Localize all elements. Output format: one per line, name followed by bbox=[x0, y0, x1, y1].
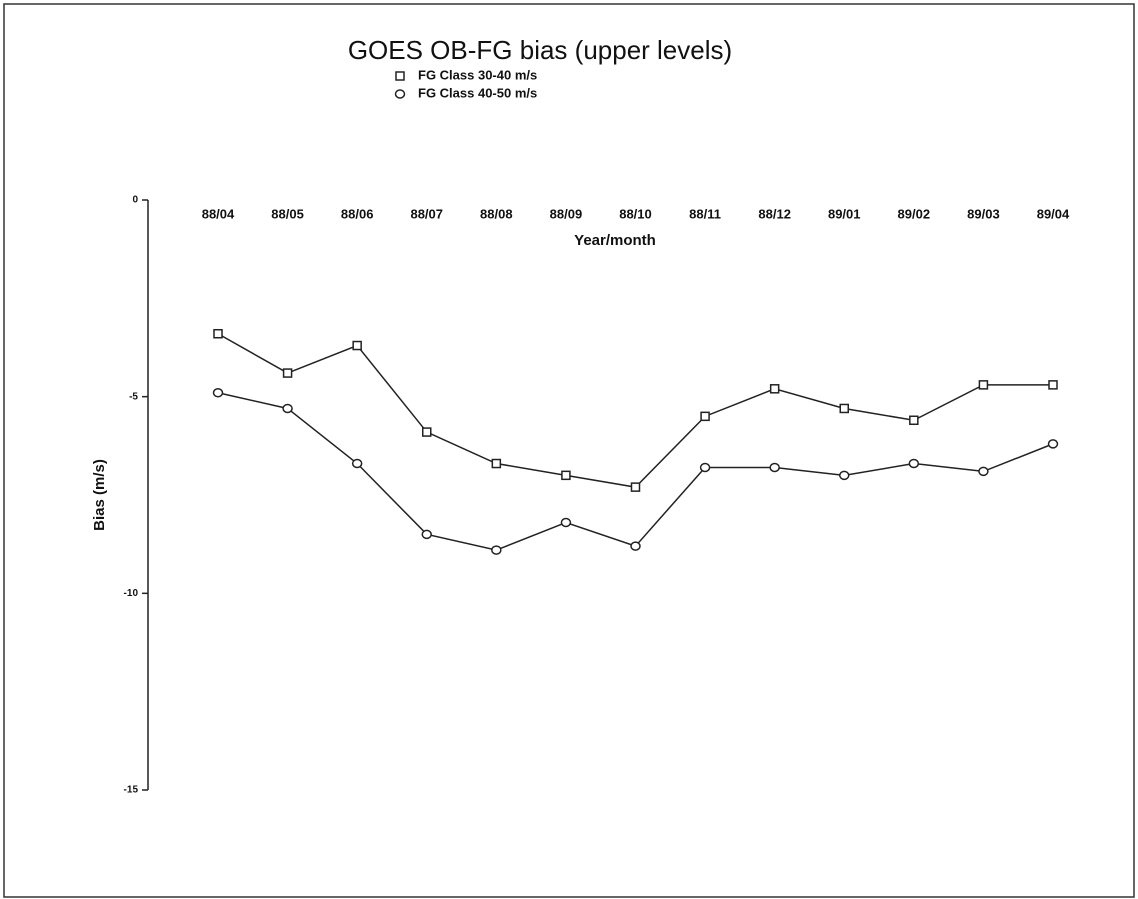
point bbox=[839, 403, 849, 414]
x-tick-label: 88/07 bbox=[410, 206, 443, 221]
x-tick-label: 88/05 bbox=[271, 206, 304, 221]
point bbox=[630, 482, 641, 492]
point bbox=[421, 529, 432, 540]
point bbox=[909, 415, 919, 426]
point bbox=[978, 380, 989, 390]
y-tick-label: -10 bbox=[124, 588, 139, 599]
point bbox=[213, 328, 223, 339]
point bbox=[282, 368, 293, 378]
point bbox=[212, 387, 224, 398]
point bbox=[769, 462, 780, 473]
y-tick-label: -15 bbox=[124, 785, 139, 796]
point bbox=[1047, 439, 1059, 449]
point bbox=[839, 470, 850, 481]
point bbox=[561, 470, 571, 481]
y-tick-label: -5 bbox=[129, 391, 138, 402]
series-line bbox=[217, 333, 1053, 488]
x-tick-label: 89/01 bbox=[828, 206, 861, 221]
point bbox=[351, 458, 363, 469]
point bbox=[352, 340, 362, 351]
legend-label: FG Class 30-40 m/s bbox=[418, 67, 537, 82]
frame bbox=[3, 3, 1135, 898]
y-axis-label: Bias (m/s) bbox=[91, 459, 108, 531]
point bbox=[978, 466, 989, 477]
point bbox=[282, 403, 293, 414]
point bbox=[422, 427, 432, 437]
point bbox=[491, 545, 502, 555]
point bbox=[491, 458, 502, 469]
point bbox=[560, 517, 572, 528]
chart-title: GOES OB-FG bias (upper levels) bbox=[348, 35, 732, 65]
point bbox=[700, 411, 710, 422]
x-tick-label: 88/08 bbox=[480, 206, 513, 221]
point bbox=[630, 541, 641, 551]
x-tick-label: 88/04 bbox=[202, 206, 235, 221]
x-tick-label: 88/12 bbox=[758, 206, 791, 221]
x-tick-label: 89/02 bbox=[898, 206, 931, 221]
legend-marker bbox=[394, 89, 406, 99]
point bbox=[1048, 380, 1058, 390]
x-tick-label: 88/06 bbox=[341, 206, 374, 221]
x-tick-label: 88/11 bbox=[689, 206, 721, 221]
x-tick-label: 89/04 bbox=[1037, 206, 1070, 221]
point bbox=[908, 458, 920, 469]
x-tick-label: 88/09 bbox=[550, 206, 583, 221]
y-tick-label: 0 bbox=[132, 195, 138, 206]
point bbox=[699, 462, 711, 473]
legend-marker bbox=[395, 71, 405, 81]
x-tick-label: 89/03 bbox=[967, 206, 1000, 221]
point bbox=[769, 384, 780, 394]
x-tick-label: 88/10 bbox=[619, 206, 652, 221]
x-axis-label: Year/month bbox=[574, 232, 656, 249]
series-line bbox=[217, 392, 1054, 551]
legend-label: FG Class 40-50 m/s bbox=[418, 85, 537, 100]
